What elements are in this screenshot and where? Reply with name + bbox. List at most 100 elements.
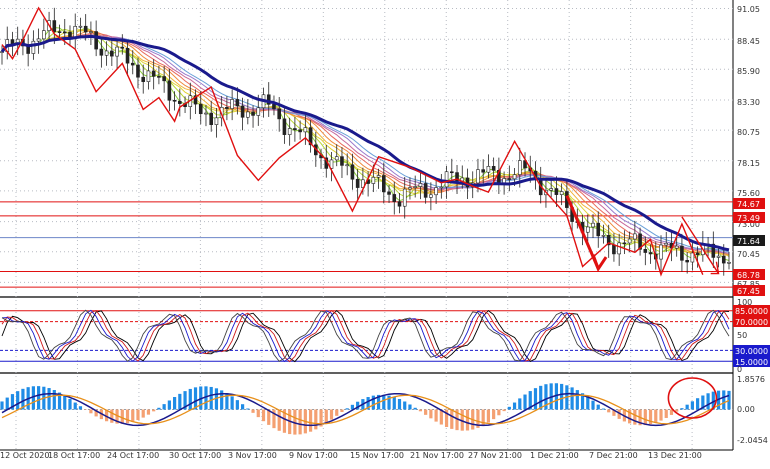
candle-body — [32, 41, 35, 53]
macd-histogram-bar — [325, 410, 328, 424]
price-tick-label: 75.60 — [737, 189, 760, 198]
current-price-label: 71.64 — [737, 237, 760, 246]
macd-histogram-bar — [299, 410, 302, 435]
macd-histogram-bar — [382, 395, 385, 410]
oscillator-level-label: 70.0000 — [735, 318, 768, 327]
macd-histogram-bar — [508, 407, 511, 410]
macd-histogram-bar — [518, 398, 521, 409]
candle-body — [79, 26, 82, 27]
candle-body — [628, 239, 631, 243]
macd-histogram-bar — [691, 401, 694, 409]
candle-body — [398, 202, 401, 207]
candle-body — [403, 189, 406, 206]
price-tick-label: 83.30 — [737, 98, 760, 107]
macd-histogram-bar — [424, 410, 427, 415]
macd-histogram-bar — [163, 404, 166, 409]
candle-body — [84, 26, 87, 32]
candle-body — [351, 165, 354, 179]
time-axis-label: 15 Nov 17:00 — [350, 451, 404, 460]
candle-body — [110, 51, 113, 56]
macd-histogram-bar — [591, 401, 594, 410]
candle-body — [246, 112, 249, 117]
candle-body — [560, 192, 563, 195]
macd-histogram-bar — [450, 410, 453, 429]
oscillator-level-label: 30.0000 — [735, 347, 768, 356]
candle-body — [215, 118, 218, 125]
macd-histogram-bar — [37, 386, 40, 409]
macd-histogram-bar — [330, 410, 333, 420]
candle-body — [618, 243, 621, 254]
time-axis-label: 27 Nov 21:00 — [468, 451, 522, 460]
macd-histogram-bar — [503, 410, 506, 412]
macd-histogram-bar — [487, 410, 490, 423]
macd-histogram-bar — [408, 404, 411, 409]
candle-body — [168, 81, 171, 100]
candle-body — [210, 113, 213, 125]
candle-body — [414, 187, 417, 188]
macd-histogram-bar — [435, 410, 438, 422]
candle-body — [121, 47, 124, 48]
candle-body — [304, 128, 307, 132]
candle-body — [665, 243, 668, 245]
macd-histogram-bar — [74, 403, 77, 410]
macd-histogram-bar — [79, 406, 82, 409]
candle-body — [63, 32, 66, 33]
candle-body — [644, 249, 647, 252]
candle-body — [372, 177, 375, 183]
candle-body — [660, 245, 663, 259]
time-axis-label: 24 Oct 17:00 — [107, 451, 159, 460]
time-axis-label: 30 Oct 17:00 — [169, 451, 221, 460]
candle-body — [586, 227, 589, 232]
candle-body — [157, 76, 160, 77]
candle-body — [675, 246, 678, 248]
candle-body — [42, 31, 45, 39]
macd-histogram-bar — [414, 408, 417, 410]
candle-body — [163, 77, 166, 81]
candle-body — [482, 170, 485, 173]
macd-histogram-bar — [586, 397, 589, 410]
candle-body — [633, 234, 636, 239]
candle-body — [340, 157, 343, 166]
macd-histogram-bar — [722, 390, 725, 409]
price-tick-label: 78.15 — [737, 159, 760, 168]
candle-body — [388, 192, 391, 195]
macd-histogram-bar — [398, 399, 401, 410]
candle-body — [131, 63, 134, 65]
oscillator-tick-label: 50 — [737, 331, 747, 340]
candle-body — [450, 172, 453, 173]
candle-body — [513, 175, 516, 179]
candle-body — [382, 175, 385, 191]
candle-body — [429, 195, 432, 198]
price-tick-label: 85.90 — [737, 67, 760, 76]
macd-histogram-bar — [403, 402, 406, 410]
macd-histogram-bar — [335, 410, 338, 416]
macd-histogram-bar — [429, 410, 432, 419]
candle-body — [252, 112, 255, 116]
price-tick-label: 70.45 — [737, 250, 760, 259]
candle-body — [487, 166, 490, 172]
candle-body — [199, 104, 202, 114]
macd-histogram-bar — [121, 410, 124, 424]
macd-histogram-bar — [727, 391, 730, 410]
macd-histogram-bar — [236, 400, 239, 409]
macd-histogram-bar — [680, 408, 683, 409]
price-level-label: 73.49 — [737, 214, 760, 223]
macd-histogram-bar — [665, 410, 668, 418]
candle-body — [722, 256, 725, 263]
price-tick-label: 80.75 — [737, 128, 760, 137]
macd-histogram-bar — [372, 396, 375, 410]
macd-histogram-bar — [539, 386, 542, 410]
candle-body — [116, 47, 119, 56]
candle-body — [492, 166, 495, 170]
macd-histogram-bar — [497, 410, 500, 416]
candle-body — [346, 165, 349, 166]
macd-histogram-bar — [136, 410, 139, 421]
candle-body — [476, 170, 479, 183]
macd-histogram-bar — [644, 410, 647, 426]
candle-body — [691, 253, 694, 262]
macd-histogram-bar — [157, 408, 160, 410]
candle-body — [717, 256, 720, 257]
macd-histogram-bar — [696, 398, 699, 409]
